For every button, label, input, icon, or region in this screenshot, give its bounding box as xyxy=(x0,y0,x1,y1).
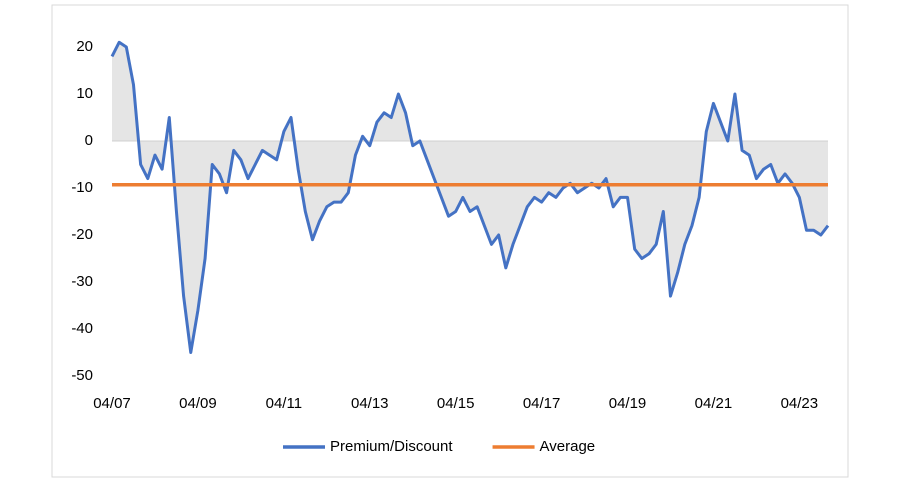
x-tick-label: 04/09 xyxy=(179,395,217,412)
x-tick-label: 04/15 xyxy=(437,395,475,412)
y-tick-label: -20 xyxy=(71,226,93,243)
x-tick-label: 04/07 xyxy=(93,395,131,412)
y-tick-label: -30 xyxy=(71,273,93,290)
y-tick-label: 0 xyxy=(85,132,93,149)
x-tick-label: 04/13 xyxy=(351,395,389,412)
legend-label: Average xyxy=(540,438,596,455)
x-tick-label: 04/21 xyxy=(695,395,733,412)
x-tick-label: 04/11 xyxy=(266,395,302,412)
y-tick-label: -50 xyxy=(71,367,93,384)
x-tick-label: 04/19 xyxy=(609,395,647,412)
legend-label: Premium/Discount xyxy=(330,438,453,455)
y-tick-label: 10 xyxy=(76,85,93,102)
series-line xyxy=(110,40,830,354)
y-tick-label: 20 xyxy=(76,38,93,55)
y-tick-label: -10 xyxy=(71,179,93,196)
x-tick-label: 04/23 xyxy=(781,395,819,412)
y-tick-label: -40 xyxy=(71,320,93,337)
x-tick-label: 04/17 xyxy=(523,395,561,412)
